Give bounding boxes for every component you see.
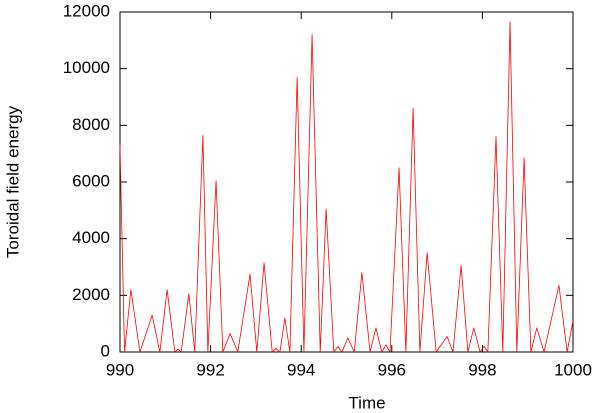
y-tick-label: 4000	[72, 228, 110, 247]
x-tick-label: 992	[196, 360, 224, 379]
y-axis-label: Toroidal field energy	[3, 105, 22, 258]
y-tick-label: 12000	[63, 1, 110, 20]
x-tick-label: 990	[106, 360, 134, 379]
y-tick-label: 6000	[72, 171, 110, 190]
data-line	[119, 21, 574, 353]
x-tick-label: 998	[468, 360, 496, 379]
x-tick-label: 994	[287, 360, 315, 379]
y-tick-label: 2000	[72, 285, 110, 304]
y-tick-label: 8000	[72, 115, 110, 134]
x-tick-label: 1000	[554, 360, 592, 379]
x-tick-label: 996	[378, 360, 406, 379]
x-axis-label: Time	[348, 393, 385, 412]
y-tick-label: 0	[101, 341, 110, 360]
y-tick-label: 10000	[63, 58, 110, 77]
